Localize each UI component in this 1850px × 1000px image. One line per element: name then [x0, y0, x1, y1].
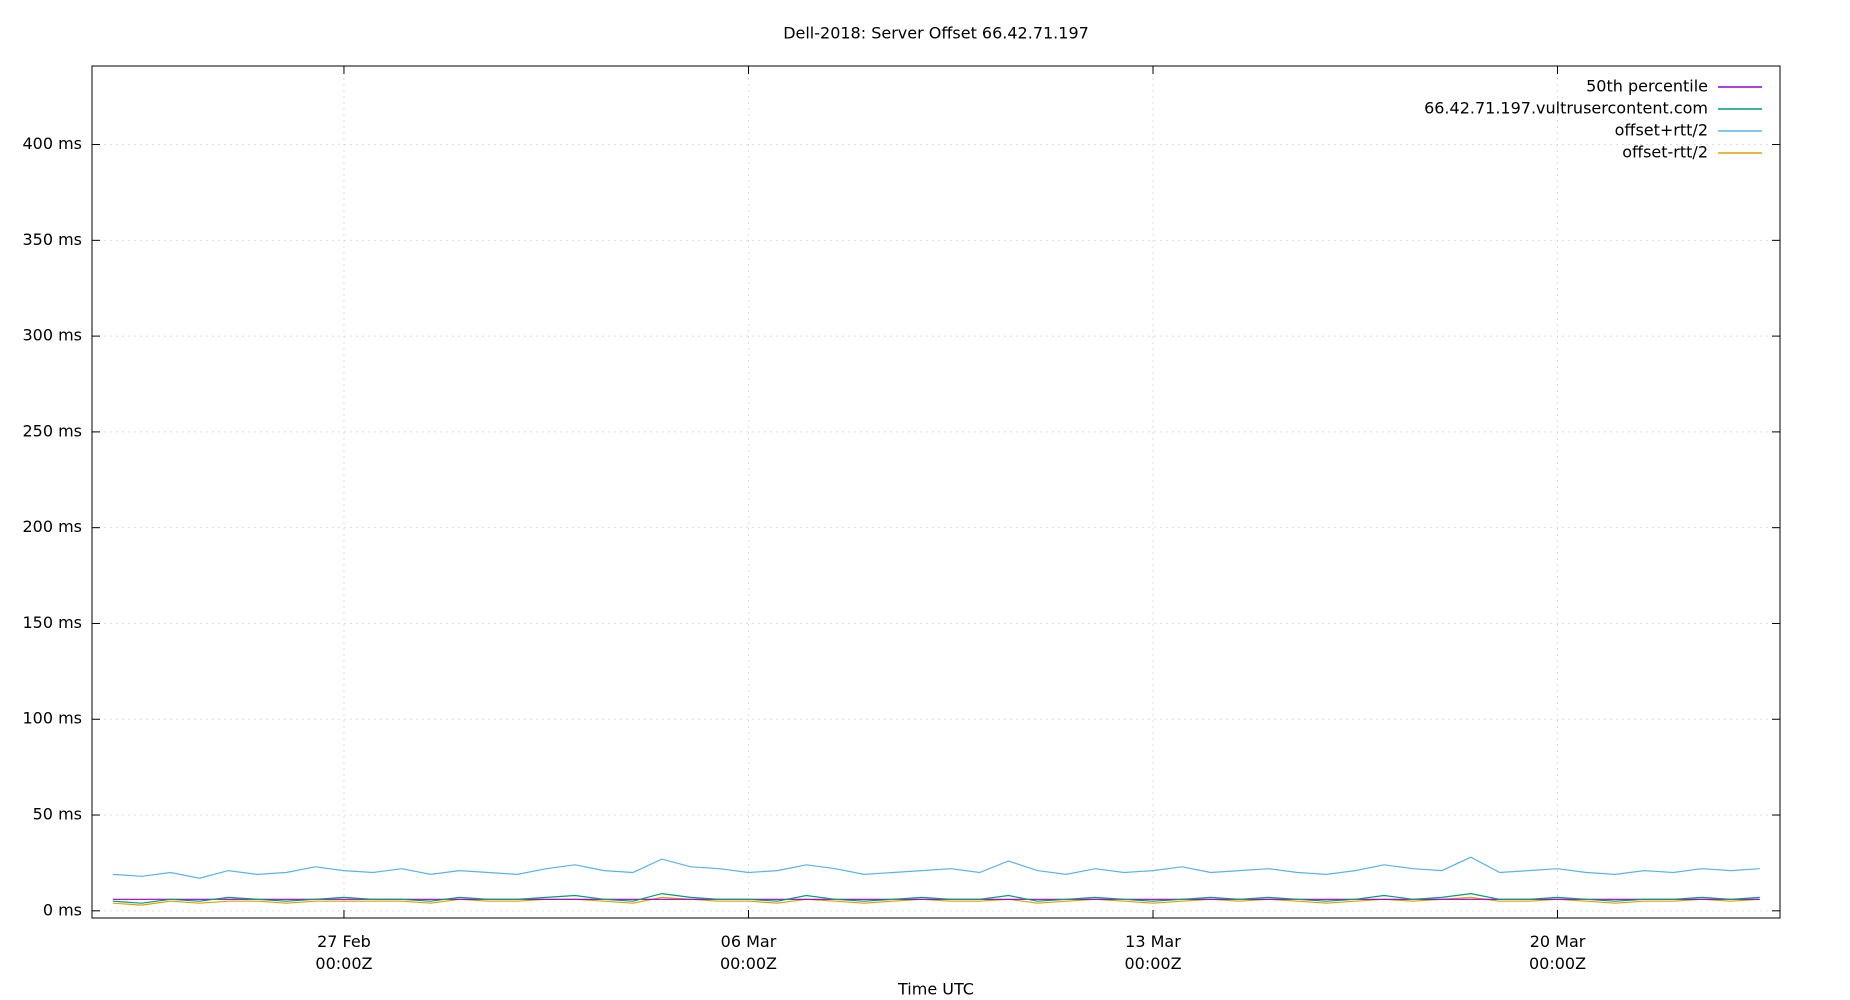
series-line — [112, 856, 1760, 879]
y-tick-label: 250 ms — [22, 421, 82, 440]
x-tick-label: 27 Feb 00:00Z — [315, 932, 372, 973]
x-tick-label: 13 Mar 00:00Z — [1124, 932, 1181, 973]
y-tick-label: 400 ms — [22, 134, 82, 153]
x-axis-label: Time UTC — [897, 980, 974, 999]
x-tick-line: 06 Mar — [721, 932, 777, 951]
x-tick-line: 27 Feb — [317, 932, 371, 951]
y-tick-label: 300 ms — [22, 326, 82, 345]
x-tick-label: 20 Mar 00:00Z — [1529, 932, 1586, 973]
y-tick-label: 50 ms — [33, 805, 82, 824]
y-tick-label: 350 ms — [22, 230, 82, 249]
series-line — [112, 892, 1760, 904]
y-tick-label: 200 ms — [22, 517, 82, 536]
y-tick-label: 0 ms — [43, 900, 82, 919]
legend-label: 66.42.71.197.vultrusercontent.com — [1424, 99, 1708, 118]
x-tick-line: 00:00Z — [720, 954, 777, 973]
x-tick-line: 00:00Z — [1529, 954, 1586, 973]
y-tick-label: 150 ms — [22, 613, 82, 632]
x-tick-line: 20 Mar — [1530, 932, 1586, 951]
plot-frame — [91, 65, 1781, 919]
y-tick-label: 100 ms — [22, 709, 82, 728]
x-tick-label: 06 Mar 00:00Z — [720, 932, 777, 973]
legend-label: offset+rtt/2 — [1615, 121, 1708, 140]
x-tick-line: 00:00Z — [1124, 954, 1181, 973]
chart-title: Dell-2018: Server Offset 66.42.71.197 — [783, 24, 1089, 43]
legend-label: offset-rtt/2 — [1622, 143, 1708, 162]
x-tick-line: 00:00Z — [315, 954, 372, 973]
x-tick-line: 13 Mar — [1125, 932, 1181, 951]
legend-label: 50th percentile — [1586, 77, 1708, 96]
